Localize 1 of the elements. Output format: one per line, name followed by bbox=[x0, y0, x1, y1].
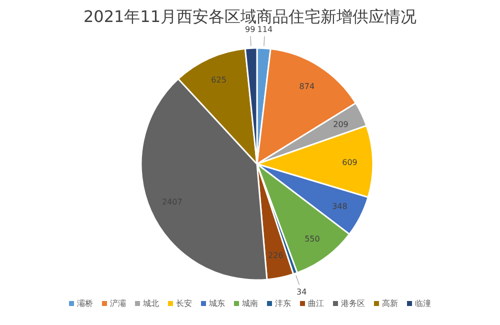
title: 2021年11月西安各区域商品住宅新增供应情况 bbox=[83, 7, 417, 26]
